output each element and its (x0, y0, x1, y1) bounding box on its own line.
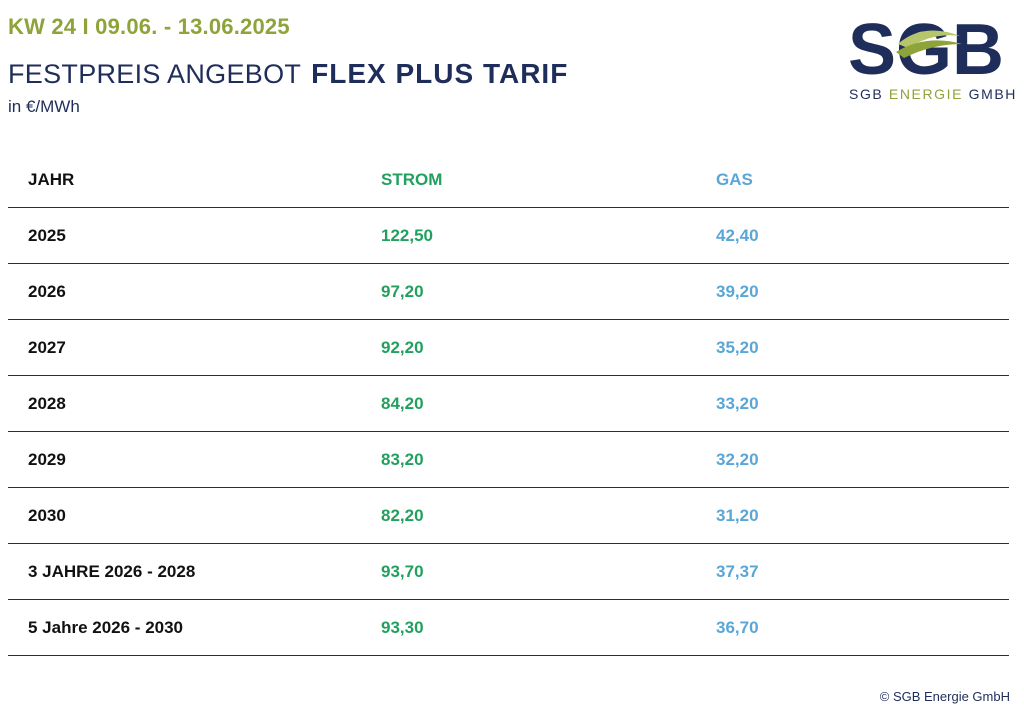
row-year: 2029 (8, 431, 381, 488)
logo-swoosh-dark (896, 40, 962, 58)
logo-sub-a: SGB (849, 86, 884, 102)
row-gas-price: 39,20 (716, 263, 1009, 320)
row-strom-price: 92,20 (381, 319, 716, 376)
sgb-logo: SGB SGB ENERGIE GMBH (848, 14, 1016, 106)
row-gas-price: 35,20 (716, 319, 1009, 376)
row-year: 2030 (8, 487, 381, 544)
row-gas-price: 42,40 (716, 207, 1009, 264)
header-gas: GAS (716, 153, 1009, 208)
row-strom-price: 82,20 (381, 487, 716, 544)
row-gas-price: 31,20 (716, 487, 1009, 544)
row-year: 2027 (8, 319, 381, 376)
row-year: 2025 (8, 207, 381, 264)
logo-subline: SGB ENERGIE GMBH (849, 86, 1017, 102)
row-year: 5 Jahre 2026 - 2030 (8, 599, 381, 656)
price-table: JAHR STROM GAS 2025 122,50 42,40 2026 97… (8, 153, 1009, 656)
sgb-logo-mark: SGB (848, 14, 1004, 84)
header-strom: STROM (381, 153, 716, 208)
unit-label: in €/MWh (8, 97, 80, 116)
row-gas-price: 36,70 (716, 599, 1009, 656)
row-strom-price: 97,20 (381, 263, 716, 320)
row-strom-price: 93,70 (381, 543, 716, 600)
table-row: 2027 92,20 35,20 (8, 319, 1009, 376)
table-row: 2026 97,20 39,20 (8, 263, 1009, 320)
table-row: 2025 122,50 42,40 (8, 207, 1009, 264)
table-row: 2028 84,20 33,20 (8, 375, 1009, 432)
week-range: KW 24 I 09.06. - 13.06.2025 (8, 14, 290, 39)
row-year: 3 JAHRE 2026 - 2028 (8, 543, 381, 600)
title-light: FESTPREIS ANGEBOT (8, 59, 302, 89)
logo-sub-c: GMBH (968, 86, 1017, 102)
row-strom-price: 83,20 (381, 431, 716, 488)
title-bold: FLEX PLUS TARIF (311, 58, 569, 89)
table-row: 2030 82,20 31,20 (8, 487, 1009, 544)
table-row: 3 JAHRE 2026 - 2028 93,70 37,37 (8, 543, 1009, 600)
row-strom-price: 84,20 (381, 375, 716, 432)
logo-swoosh-light (898, 30, 960, 48)
table-row: 5 Jahre 2026 - 2030 93,30 36,70 (8, 599, 1009, 656)
row-gas-price: 32,20 (716, 431, 1009, 488)
row-strom-price: 93,30 (381, 599, 716, 656)
header-year: JAHR (8, 153, 381, 208)
copyright-notice: © SGB Energie GmbH (879, 689, 1010, 704)
row-gas-price: 37,37 (716, 543, 1009, 600)
logo-sub-b: ENERGIE (888, 86, 964, 102)
row-year: 2026 (8, 263, 381, 320)
row-gas-price: 33,20 (716, 375, 1009, 432)
table-row: 2029 83,20 32,20 (8, 431, 1009, 488)
row-year: 2028 (8, 375, 381, 432)
page-title: FESTPREIS ANGEBOT FLEX PLUS TARIF (8, 58, 568, 90)
row-strom-price: 122,50 (381, 207, 716, 264)
table-header-row: JAHR STROM GAS (8, 153, 1009, 208)
